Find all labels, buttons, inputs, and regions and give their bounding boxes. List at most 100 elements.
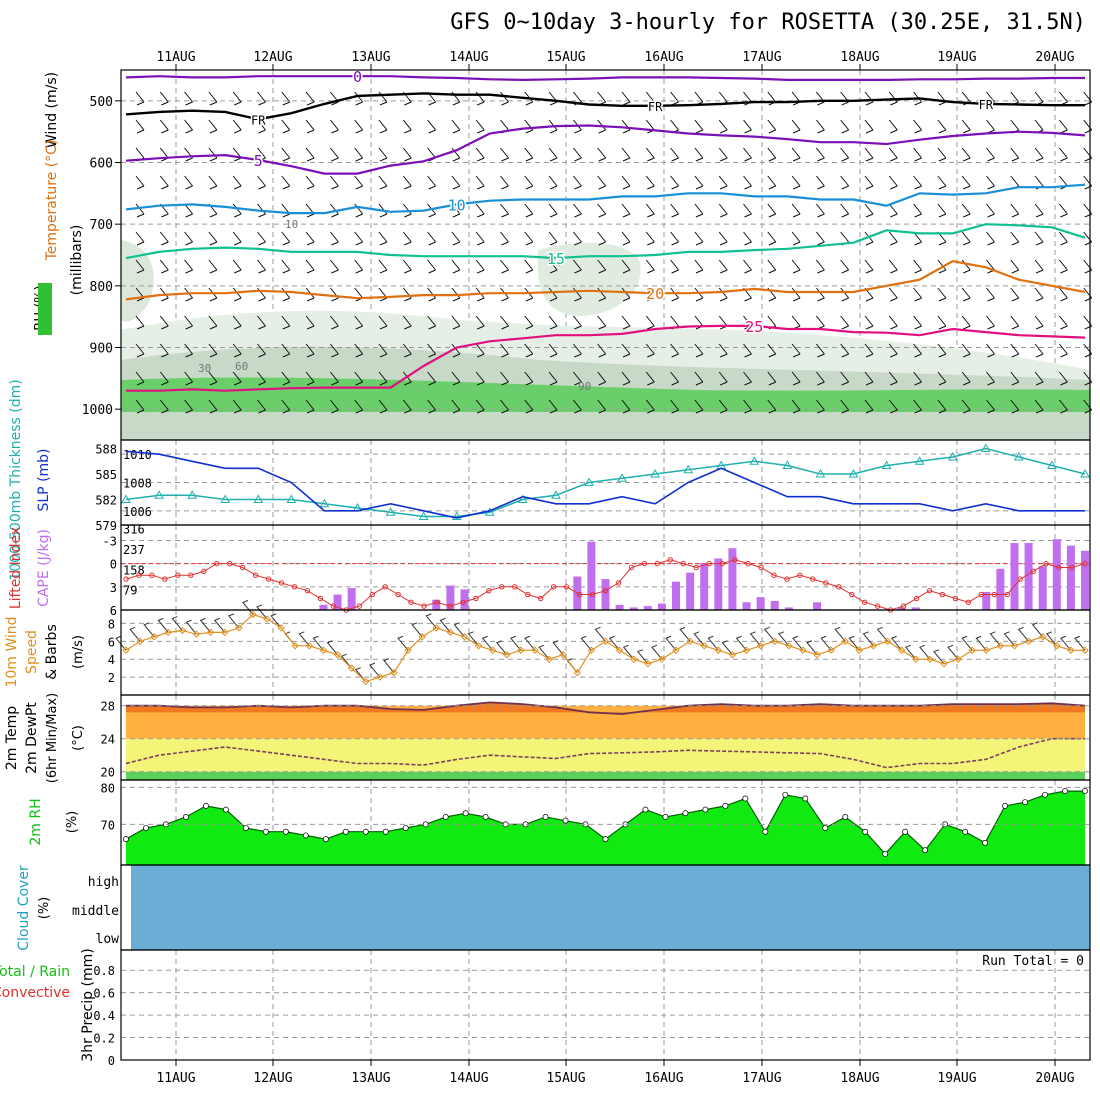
- top-date-label: 18AUG: [840, 50, 879, 65]
- chart-title: GFS 0~10day 3-hourly for ROSETTA (30.25E…: [450, 10, 1086, 35]
- wind-barb: [864, 399, 874, 414]
- wind-speed-marker: [376, 673, 384, 681]
- rh-marker: [842, 814, 849, 820]
- wind-barb: [475, 399, 485, 414]
- wind-barb: [451, 371, 461, 386]
- precipitation-panel: 0 0.2 0.4 0.6 0.8 Run Total = 0: [93, 954, 1090, 1068]
- wind-barb: [135, 399, 145, 414]
- wind-barb: [135, 119, 145, 134]
- wind-speed-marker: [150, 633, 158, 641]
- wind-barb: [961, 635, 973, 651]
- wind-speed-marker: [249, 610, 257, 619]
- wind-barb: [679, 626, 691, 642]
- wind-barb: [573, 287, 582, 302]
- y-tick-label-right: 237: [123, 543, 145, 557]
- side-label-millibars: (millibars): [69, 225, 85, 296]
- wind-barb: [548, 315, 558, 330]
- rh-label: 30: [198, 362, 211, 375]
- thickness-marker: [1047, 460, 1057, 469]
- wind-barb: [743, 119, 752, 134]
- side-label-minmax: (6hr Min/Max): [45, 693, 60, 783]
- wind-barb: [840, 371, 850, 386]
- wind-barb: [670, 147, 679, 162]
- cloud-level-label: middle: [72, 904, 119, 919]
- wind-speed-marker: [206, 628, 215, 637]
- wind-barb: [453, 622, 465, 638]
- wind-barb: [840, 91, 850, 106]
- rh-marker: [542, 814, 549, 820]
- wind-barb: [257, 371, 266, 386]
- cloud-cover-area: [131, 865, 1090, 950]
- wind-barb: [670, 259, 679, 274]
- wind-barb: [597, 119, 607, 134]
- wind-barb: [597, 147, 607, 162]
- wind-barb: [354, 91, 364, 106]
- wind-barb: [573, 343, 582, 358]
- wind-barb: [208, 399, 218, 414]
- wind-barb: [694, 343, 704, 358]
- wind-speed-marker: [136, 637, 144, 646]
- wind-barb: [305, 203, 315, 218]
- y-tick-label: 70: [101, 818, 115, 832]
- lifted-index-marker: [550, 584, 557, 590]
- wind-barb: [500, 371, 509, 386]
- wind-barb: [232, 203, 242, 218]
- top-date-label: 13AUG: [351, 50, 390, 65]
- wind-barb: [1010, 259, 1020, 274]
- rh-marker: [222, 806, 229, 813]
- side-label-wind: Wind (m/s): [44, 72, 60, 148]
- wind-barb: [159, 231, 169, 246]
- wind-barb: [184, 119, 193, 134]
- lifted-index-marker: [965, 599, 972, 605]
- wind-speed-marker: [996, 642, 1005, 650]
- wind-barb: [184, 259, 193, 274]
- bottom-date-label: 12AUG: [253, 1071, 292, 1086]
- wind-barb: [694, 119, 704, 134]
- wind-barb: [876, 626, 888, 642]
- cape-bar: [601, 579, 610, 610]
- thickness-marker: [650, 468, 660, 478]
- wind-barb: [500, 343, 509, 358]
- wind-barb: [159, 371, 169, 386]
- wind-barb: [378, 119, 388, 134]
- rh-marker: [682, 810, 689, 817]
- wind-barb: [937, 91, 947, 106]
- rh-marker: [262, 828, 269, 835]
- wind-barb: [451, 175, 461, 190]
- wind-barb: [767, 119, 777, 134]
- wind-barb: [597, 203, 607, 218]
- cape-bar: [714, 558, 723, 610]
- wind-barb: [427, 343, 436, 358]
- wind-barb: [1010, 147, 1020, 162]
- wind-barb: [159, 91, 169, 106]
- wind-barb: [743, 399, 752, 414]
- wind-barb: [135, 91, 145, 106]
- wind-barb: [330, 315, 339, 330]
- wind-speed-marker: [968, 646, 976, 654]
- rh-marker: [742, 795, 749, 802]
- cape-bar: [657, 603, 666, 610]
- wind-barb: [1059, 287, 1068, 302]
- wind-barb: [694, 203, 704, 218]
- wind-barb: [573, 315, 582, 330]
- wind-barb: [961, 399, 971, 414]
- wind-barb: [232, 231, 242, 246]
- wind-barb: [402, 343, 412, 358]
- lifted-index-marker: [304, 587, 311, 594]
- wind-barb: [933, 649, 945, 665]
- wind-barb: [305, 91, 315, 106]
- top-date-label: 15AUG: [546, 50, 585, 65]
- wind-barb: [184, 203, 193, 218]
- wind-barb: [848, 635, 860, 651]
- wind-barb: [538, 644, 550, 660]
- bottom-date-label: 13AUG: [351, 1071, 390, 1086]
- wind-barb: [743, 175, 752, 190]
- wind-barb: [427, 399, 436, 414]
- wind-barb: [913, 119, 922, 134]
- thickness-marker: [848, 468, 859, 478]
- wind-barb: [184, 315, 193, 330]
- thickness-marker: [319, 498, 330, 508]
- lifted-index-marker: [356, 603, 362, 609]
- wind-barb: [1034, 203, 1044, 218]
